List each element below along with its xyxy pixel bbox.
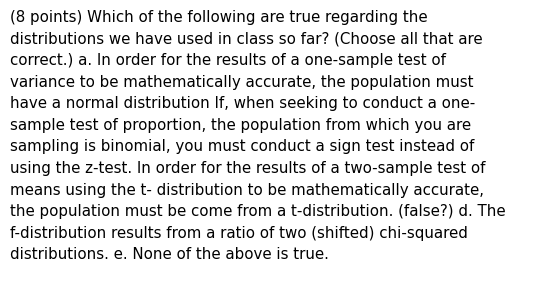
Text: means using the t- distribution to be mathematically accurate,: means using the t- distribution to be ma… (10, 183, 484, 197)
Text: the population must be come from a t-distribution. (false?) d. The: the population must be come from a t-dis… (10, 204, 506, 219)
Text: f-distribution results from a ratio of two (shifted) chi-squared: f-distribution results from a ratio of t… (10, 226, 468, 241)
Text: distributions. e. None of the above is true.: distributions. e. None of the above is t… (10, 247, 329, 262)
Text: sampling is binomial, you must conduct a sign test instead of: sampling is binomial, you must conduct a… (10, 139, 474, 154)
Text: (8 points) Which of the following are true regarding the: (8 points) Which of the following are tr… (10, 10, 427, 25)
Text: correct.) a. In order for the results of a one-sample test of: correct.) a. In order for the results of… (10, 53, 446, 68)
Text: using the z-test. In order for the results of a two-sample test of: using the z-test. In order for the resul… (10, 161, 485, 176)
Text: sample test of proportion, the population from which you are: sample test of proportion, the populatio… (10, 118, 471, 133)
Text: variance to be mathematically accurate, the population must: variance to be mathematically accurate, … (10, 75, 474, 90)
Text: distributions we have used in class so far? (Choose all that are: distributions we have used in class so f… (10, 32, 483, 47)
Text: have a normal distribution If, when seeking to conduct a one-: have a normal distribution If, when seek… (10, 96, 475, 111)
